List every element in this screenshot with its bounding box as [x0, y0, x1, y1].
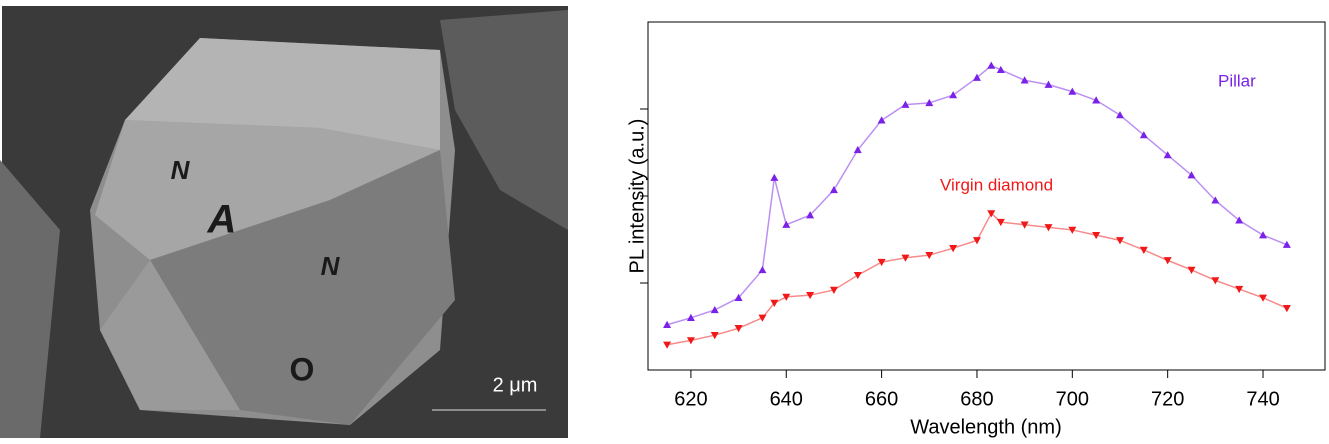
data-point: [901, 100, 910, 108]
data-point: [996, 65, 1005, 74]
scale-bar-label: 2 μm: [493, 374, 538, 396]
data-point: [949, 245, 958, 253]
engraved-letter: N: [321, 251, 341, 281]
x-tick-label: 640: [770, 388, 803, 410]
data-point: [734, 325, 743, 333]
data-point: [782, 220, 791, 228]
data-point: [1092, 231, 1101, 240]
data-point: [663, 320, 672, 328]
series-trace: [666, 64, 1288, 326]
data-point: [1163, 151, 1172, 159]
data-point: [1259, 294, 1268, 302]
data-point: [1115, 111, 1124, 119]
data-point: [710, 332, 719, 340]
data-point: [1211, 277, 1220, 285]
data-point: [686, 313, 695, 321]
x-axis-label: Wavelength (nm): [910, 416, 1062, 438]
chart: Wavelength (nm) PL intensity (a.u.) 620 6…: [626, 21, 1326, 438]
data-point: [1187, 171, 1196, 179]
crystal-facet: [125, 38, 440, 150]
data-point: [806, 211, 815, 219]
data-point: [949, 91, 958, 99]
data-point: [1139, 246, 1148, 254]
data-point: [996, 218, 1005, 227]
data-point: [1092, 96, 1101, 104]
data-point: [710, 305, 719, 314]
data-point: [853, 271, 862, 280]
crystal-facet: [150, 150, 455, 425]
y-axis-label: PL intensity (a.u.): [626, 119, 648, 274]
series-label: Virgin diamond: [940, 175, 1053, 194]
data-point: [1235, 285, 1244, 294]
data-point: [925, 251, 934, 260]
data-point: [853, 145, 862, 154]
data-point: [1020, 76, 1029, 84]
data-point: [782, 293, 791, 301]
data-point: [758, 314, 767, 322]
data-point: [1187, 266, 1196, 274]
data-point: [1044, 224, 1053, 232]
x-tick-label: 700: [1056, 388, 1089, 410]
data-point: [734, 293, 743, 301]
series-label: Pillar: [1218, 71, 1256, 90]
data-point: [1115, 237, 1124, 245]
data-point: [1211, 196, 1220, 204]
data-point: [829, 286, 838, 294]
data-point: [1282, 305, 1291, 313]
x-tick-label: 660: [865, 388, 898, 410]
data-point: [663, 341, 672, 349]
debris: [440, 10, 568, 230]
data-point: [770, 173, 779, 181]
data-point: [686, 337, 695, 345]
crystal-facet: [95, 120, 440, 260]
data-point: [877, 116, 886, 124]
data-point: [987, 61, 996, 69]
data-point: [829, 185, 838, 194]
data-point: [1044, 80, 1053, 88]
data-point: [877, 258, 886, 267]
data-point: [1020, 221, 1029, 229]
data-point: [806, 291, 815, 300]
x-tick-label: 680: [960, 388, 993, 410]
data-point: [972, 237, 981, 245]
data-point: [1259, 231, 1268, 239]
data-point: [758, 265, 767, 274]
engraved-letter: A: [207, 198, 237, 242]
sem-image: N A N O 2 μm: [0, 6, 568, 438]
data-point: [987, 210, 996, 218]
engraved-letter: N: [171, 155, 191, 185]
data-point: [1068, 226, 1077, 234]
data-point: [1139, 131, 1148, 139]
data-point: [1068, 87, 1077, 95]
debris: [0, 160, 60, 438]
crystal-facet: [100, 260, 240, 410]
data-point: [1235, 216, 1244, 224]
engraved-letter: O: [290, 351, 315, 387]
data-point: [901, 254, 910, 262]
x-tick-label: 720: [1151, 388, 1184, 410]
x-tick-label: 740: [1246, 388, 1279, 410]
series-trace: [666, 212, 1288, 346]
data-point: [770, 299, 779, 308]
x-tick-label: 620: [674, 388, 707, 410]
data-point: [925, 98, 934, 107]
data-point: [972, 73, 981, 81]
data-point: [1282, 240, 1291, 248]
data-point: [1163, 257, 1172, 265]
